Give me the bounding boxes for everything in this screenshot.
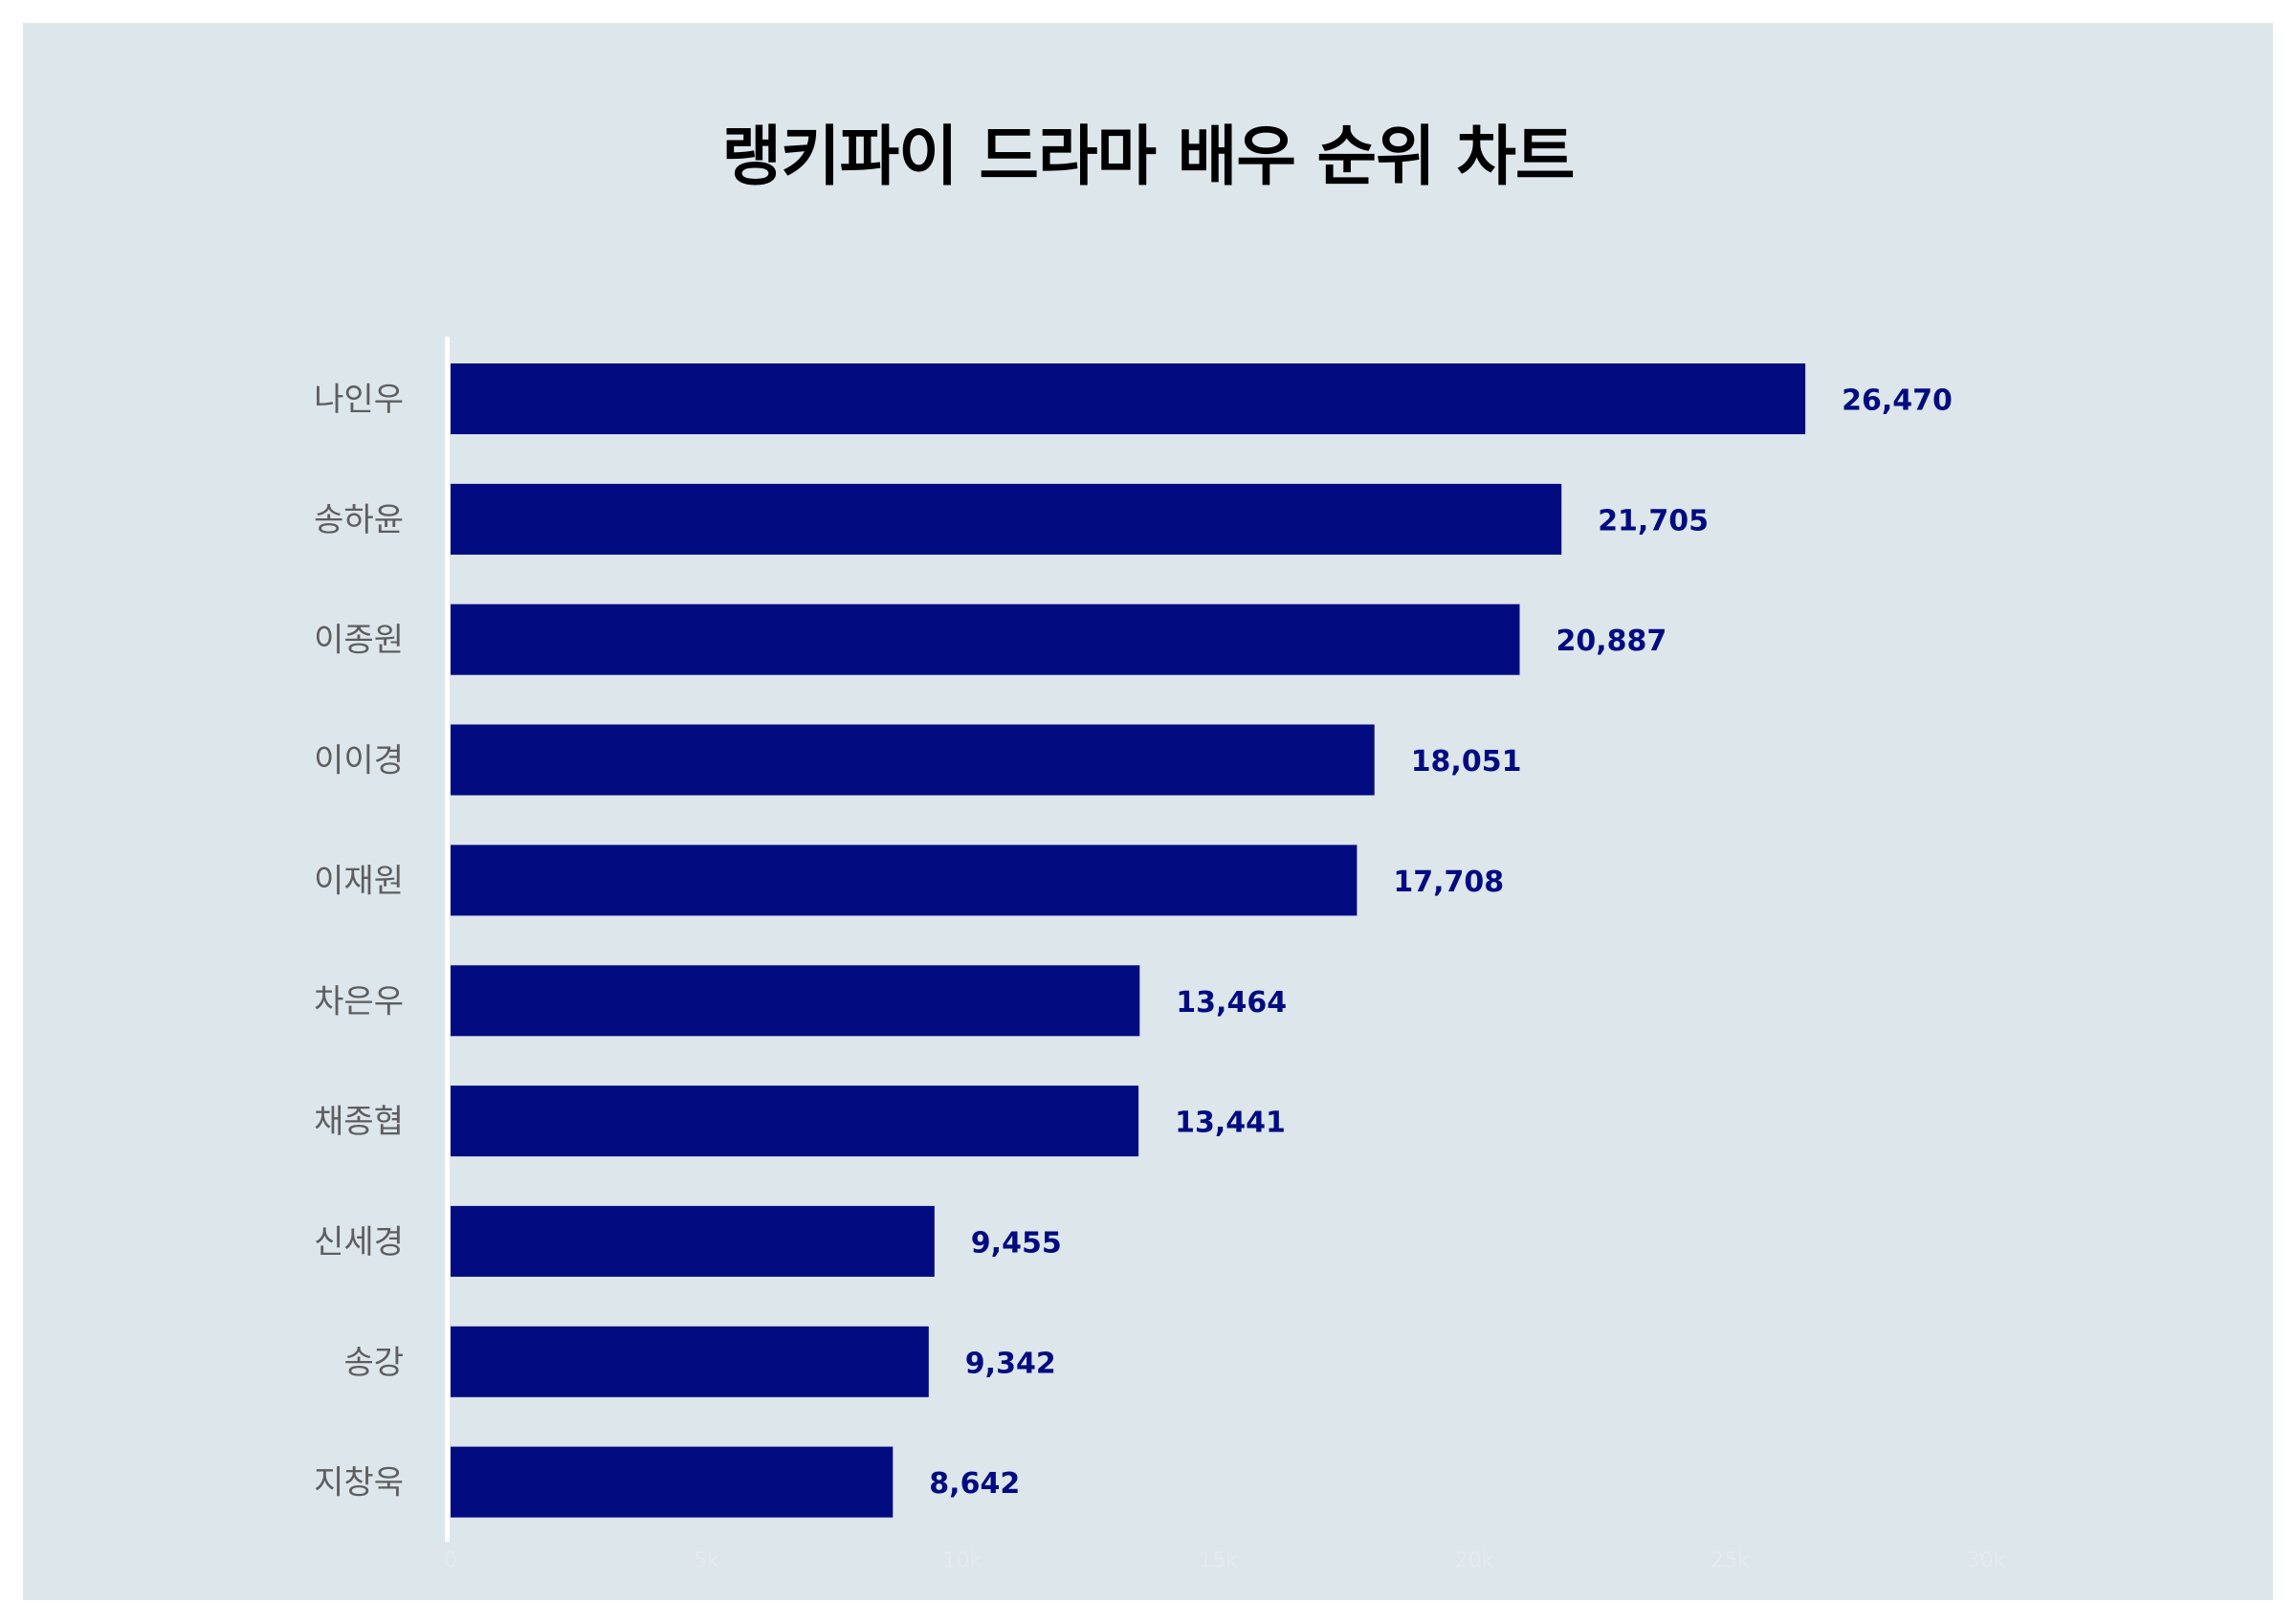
bar bbox=[451, 1446, 894, 1518]
category-label: 이종원 bbox=[314, 622, 404, 660]
bar bbox=[451, 483, 1562, 555]
value-label: 17,708 bbox=[1393, 866, 1504, 899]
category-label: 이재원 bbox=[314, 862, 404, 900]
bar bbox=[451, 965, 1140, 1037]
x-tick-label: 0 bbox=[444, 1549, 457, 1573]
x-tick-label: 30k bbox=[1967, 1549, 2006, 1573]
value-label: 13,441 bbox=[1175, 1107, 1286, 1140]
value-label: 9,455 bbox=[971, 1226, 1062, 1260]
chart-title: 랭키파이 드라마 배우 순위 차트 bbox=[721, 120, 1576, 195]
bar bbox=[451, 604, 1520, 675]
value-label: 18,051 bbox=[1411, 745, 1522, 779]
category-label: 나인우 bbox=[314, 381, 404, 419]
chart-background-panel bbox=[23, 23, 2273, 1600]
labels: 나인우 26,470 송하윤 21,705 이종원 20,887 이이경 18,051 이재원 1… bbox=[314, 381, 1953, 1503]
bar bbox=[451, 363, 1806, 434]
category-label: 이이경 bbox=[314, 742, 404, 780]
value-label: 26,470 bbox=[1842, 384, 1953, 418]
bar bbox=[451, 1205, 935, 1277]
x-tick-label: 10k bbox=[943, 1549, 982, 1573]
category-label: 신세경 bbox=[314, 1223, 404, 1262]
value-label: 13,464 bbox=[1176, 986, 1287, 1020]
category-label: 차은우 bbox=[314, 982, 404, 1020]
x-axis-ticks: 0 5k 10k 15k 20k 25k 30k bbox=[444, 1549, 2006, 1573]
bar bbox=[451, 724, 1375, 796]
x-tick-label: 5k bbox=[694, 1549, 719, 1573]
value-label: 9,342 bbox=[965, 1347, 1056, 1380]
bar bbox=[451, 845, 1358, 916]
value-label: 20,887 bbox=[1556, 625, 1667, 658]
bar bbox=[451, 1326, 929, 1397]
category-label: 채종협 bbox=[314, 1103, 404, 1141]
bars bbox=[451, 363, 1806, 1518]
x-tick-label: 15k bbox=[1199, 1549, 1238, 1573]
category-label: 송강 bbox=[343, 1344, 404, 1382]
value-label: 21,705 bbox=[1598, 504, 1709, 538]
category-label: 송하윤 bbox=[314, 501, 404, 539]
bar bbox=[451, 1086, 1139, 1157]
x-tick-label: 20k bbox=[1455, 1549, 1494, 1573]
y-axis-line bbox=[445, 337, 450, 1542]
x-tick-label: 25k bbox=[1711, 1549, 1750, 1573]
category-label: 지창욱 bbox=[314, 1464, 404, 1503]
value-label: 8,642 bbox=[929, 1467, 1020, 1501]
